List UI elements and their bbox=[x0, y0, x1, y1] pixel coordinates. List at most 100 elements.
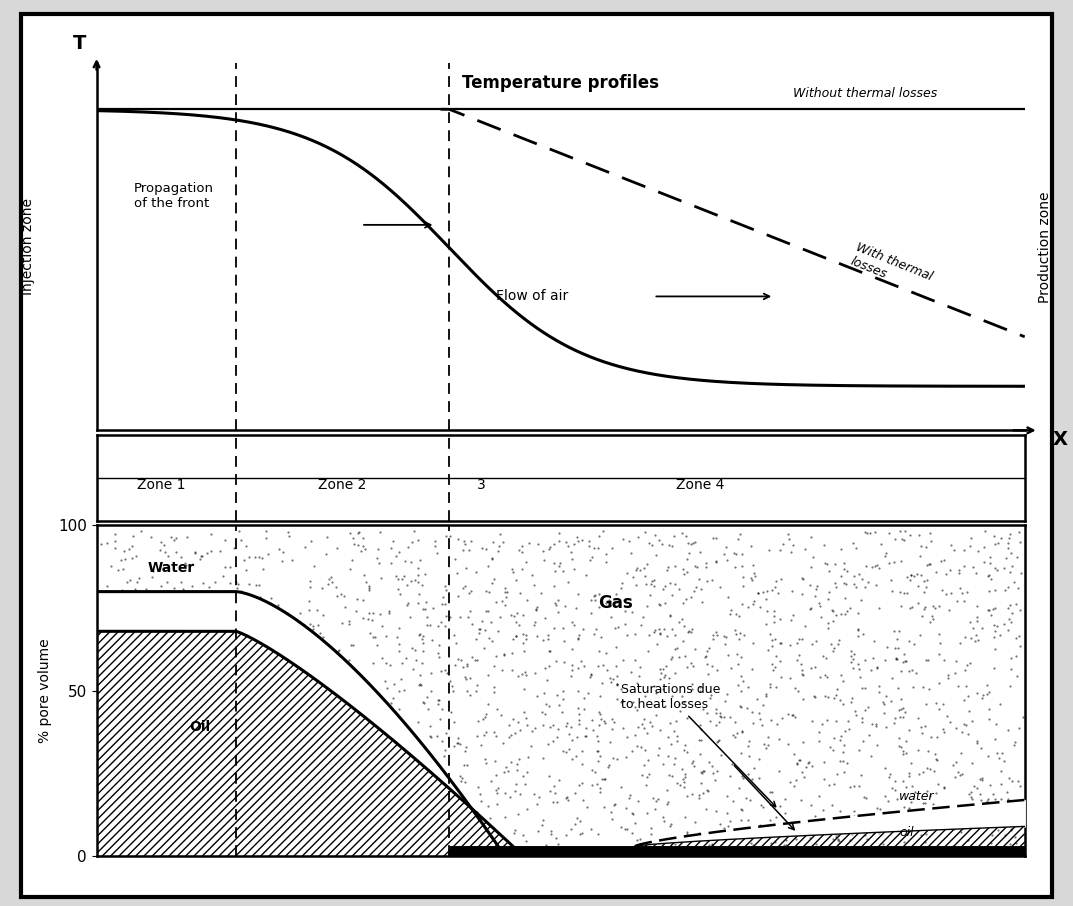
Point bbox=[771, 572, 789, 586]
Point bbox=[997, 828, 1014, 843]
Point bbox=[657, 699, 674, 713]
Point bbox=[192, 552, 209, 566]
Point bbox=[437, 597, 454, 612]
Point bbox=[895, 744, 912, 758]
Point bbox=[951, 581, 968, 595]
Point bbox=[297, 798, 314, 813]
Point bbox=[721, 814, 738, 828]
Point bbox=[885, 716, 902, 730]
Point bbox=[208, 636, 225, 651]
Point bbox=[865, 825, 882, 840]
Point bbox=[730, 781, 747, 795]
Point bbox=[594, 658, 612, 672]
Point bbox=[1005, 737, 1023, 752]
Point bbox=[917, 653, 935, 668]
Point bbox=[146, 712, 163, 727]
Point bbox=[630, 794, 647, 808]
Text: 3: 3 bbox=[477, 477, 486, 492]
Point bbox=[856, 828, 873, 843]
Point bbox=[962, 785, 980, 799]
Point bbox=[261, 641, 278, 656]
Point bbox=[758, 740, 775, 755]
Point bbox=[513, 667, 530, 681]
Point bbox=[258, 643, 275, 658]
Point bbox=[348, 604, 365, 619]
Point bbox=[952, 768, 969, 783]
Point bbox=[190, 801, 207, 815]
Point bbox=[255, 562, 273, 576]
Point bbox=[134, 823, 151, 837]
Point bbox=[545, 795, 562, 809]
Text: X: X bbox=[1053, 430, 1068, 449]
Point bbox=[476, 752, 494, 766]
Point bbox=[1010, 525, 1027, 539]
Point bbox=[659, 564, 676, 578]
Point bbox=[929, 843, 946, 858]
Point bbox=[740, 830, 758, 844]
Point bbox=[327, 645, 344, 660]
Point bbox=[412, 627, 429, 641]
Point bbox=[999, 723, 1016, 737]
Point bbox=[197, 636, 215, 651]
Point bbox=[677, 737, 694, 752]
Point bbox=[666, 666, 684, 680]
Point bbox=[225, 610, 242, 624]
Point bbox=[353, 717, 370, 731]
Point bbox=[879, 640, 896, 654]
Point bbox=[691, 825, 708, 840]
Point bbox=[381, 603, 398, 618]
Point bbox=[197, 695, 215, 709]
Point bbox=[137, 682, 155, 697]
Point bbox=[246, 814, 263, 829]
Point bbox=[692, 718, 709, 732]
Point bbox=[707, 531, 724, 545]
Point bbox=[550, 558, 568, 573]
Point bbox=[201, 580, 218, 594]
Point bbox=[923, 534, 940, 548]
Point bbox=[806, 818, 823, 833]
Point bbox=[398, 651, 415, 666]
Point bbox=[868, 660, 885, 675]
Point bbox=[746, 761, 763, 776]
Point bbox=[711, 705, 729, 719]
Point bbox=[128, 705, 145, 719]
Point bbox=[856, 652, 873, 667]
Point bbox=[655, 757, 672, 772]
Point bbox=[114, 562, 131, 576]
Point bbox=[645, 791, 662, 805]
Point bbox=[506, 726, 524, 740]
Point bbox=[278, 660, 295, 674]
Point bbox=[781, 670, 798, 685]
Point bbox=[457, 672, 474, 687]
Point bbox=[454, 660, 471, 674]
Point bbox=[219, 641, 236, 656]
Point bbox=[280, 612, 297, 626]
Point bbox=[1000, 612, 1017, 627]
Point bbox=[538, 697, 555, 711]
Point bbox=[361, 579, 378, 593]
Point bbox=[151, 733, 168, 747]
Point bbox=[313, 710, 330, 725]
Point bbox=[560, 574, 577, 589]
Point bbox=[152, 784, 170, 798]
Point bbox=[903, 600, 921, 614]
Point bbox=[359, 748, 377, 763]
Point bbox=[210, 805, 227, 819]
Point bbox=[985, 787, 1002, 802]
Point bbox=[94, 678, 112, 692]
Point bbox=[646, 623, 663, 638]
Point bbox=[956, 718, 973, 732]
Point bbox=[219, 603, 236, 618]
Point bbox=[436, 743, 453, 757]
Point bbox=[708, 718, 725, 733]
Point bbox=[991, 697, 1009, 711]
Point bbox=[309, 776, 326, 790]
Point bbox=[832, 805, 849, 819]
Point bbox=[244, 683, 261, 698]
Text: Zone 4: Zone 4 bbox=[676, 477, 724, 492]
Point bbox=[482, 774, 499, 788]
Point bbox=[968, 566, 985, 581]
Point bbox=[739, 766, 756, 781]
Point bbox=[765, 603, 782, 618]
Point bbox=[403, 828, 421, 843]
